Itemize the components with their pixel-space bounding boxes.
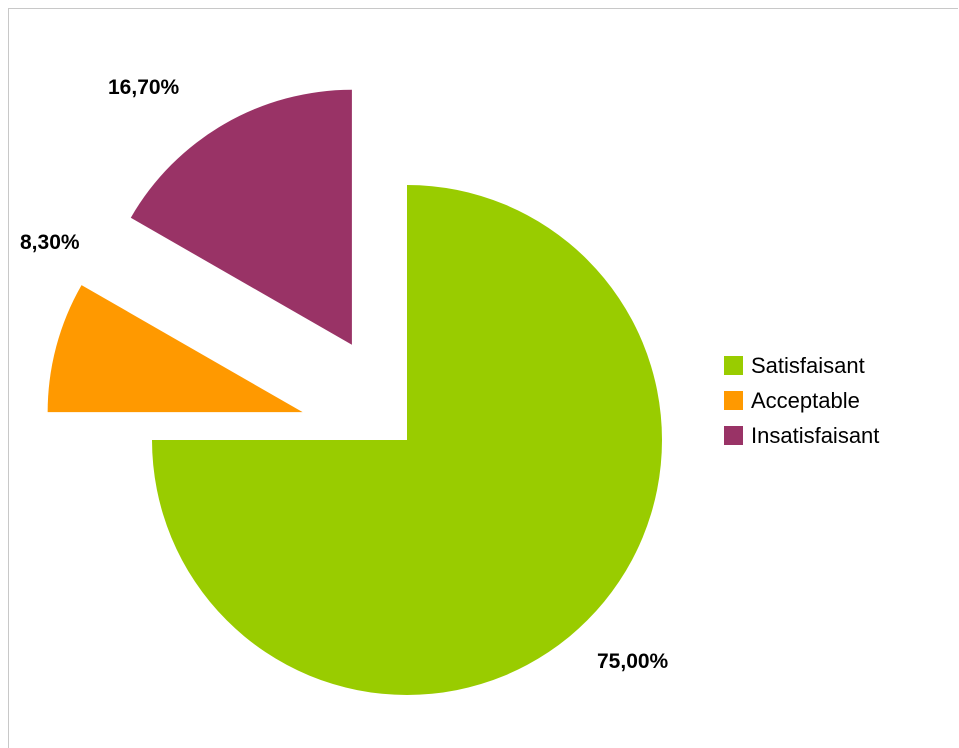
legend-label: Acceptable [751,387,860,413]
legend-item-satisfaisant: Satisfaisant [724,348,879,383]
legend: Satisfaisant Acceptable Insatisfaisant [724,348,879,453]
legend-label: Insatisfaisant [751,422,880,448]
pie-slice-insatisfaisant [130,89,352,345]
legend-label: Satisfaisant [751,352,865,378]
pie-slice-satisfaisant [152,185,662,695]
legend-item-acceptable: Acceptable [724,383,879,418]
legend-swatch [724,391,743,410]
pie-slice-acceptable [47,285,303,413]
data-label-insatisfaisant: 16,70% [108,76,180,99]
data-label-acceptable: 8,30% [20,231,80,254]
legend-item-insatisfaisant: Insatisfaisant [724,418,879,453]
legend-swatch [724,426,743,445]
legend-swatch [724,356,743,375]
data-label-satisfaisant: 75,00% [597,650,669,673]
